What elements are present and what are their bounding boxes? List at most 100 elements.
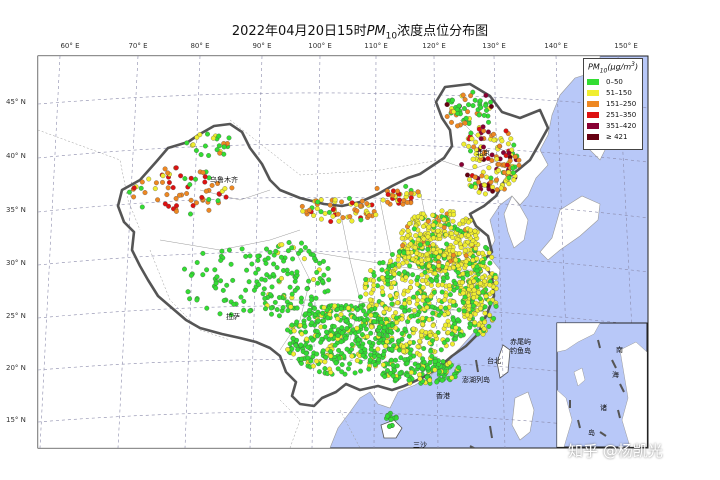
station-dot bbox=[399, 230, 405, 236]
station-dot bbox=[373, 212, 379, 218]
station-dot bbox=[386, 323, 391, 329]
station-dot bbox=[388, 417, 394, 423]
station-dot bbox=[483, 103, 489, 108]
station-dot bbox=[419, 215, 425, 221]
station-dot bbox=[405, 250, 411, 256]
station-dot bbox=[187, 296, 193, 302]
station-dot bbox=[420, 315, 425, 321]
station-dot bbox=[152, 186, 158, 192]
station-dot bbox=[415, 312, 421, 318]
station-dot bbox=[471, 295, 477, 301]
station-dot bbox=[478, 105, 484, 110]
station-dot bbox=[476, 126, 482, 132]
station-dot bbox=[333, 360, 339, 366]
station-dot bbox=[272, 299, 278, 305]
station-dot bbox=[358, 203, 363, 209]
station-dot bbox=[291, 351, 296, 357]
station-dot bbox=[322, 211, 328, 216]
station-dot bbox=[325, 288, 331, 294]
station-dot bbox=[184, 140, 190, 146]
watermark: 知乎 @杨凯光 bbox=[568, 442, 663, 460]
station-dot bbox=[325, 315, 331, 321]
station-dot bbox=[219, 248, 225, 254]
station-dot bbox=[178, 173, 184, 179]
station-dot bbox=[477, 296, 483, 302]
station-dot bbox=[324, 329, 329, 335]
inset-label-nan: 南 bbox=[616, 346, 623, 354]
station-dot bbox=[419, 257, 424, 263]
station-dot bbox=[346, 366, 351, 372]
station-dot bbox=[411, 226, 417, 232]
station-dot bbox=[487, 260, 493, 266]
station-dot bbox=[173, 208, 179, 214]
station-dot bbox=[173, 165, 179, 171]
station-dot bbox=[371, 278, 376, 284]
station-dot bbox=[397, 197, 402, 203]
station-dot bbox=[455, 263, 461, 269]
place-penghu: 澎湖列岛 bbox=[462, 376, 490, 384]
station-dot bbox=[288, 304, 294, 310]
station-dot bbox=[438, 304, 444, 310]
station-dot bbox=[285, 327, 290, 333]
station-dot bbox=[470, 156, 476, 162]
station-dot bbox=[267, 249, 273, 255]
station-dot bbox=[430, 247, 436, 253]
station-dot bbox=[432, 367, 438, 373]
station-dot bbox=[385, 192, 391, 197]
station-dot bbox=[482, 310, 488, 316]
station-dot bbox=[303, 329, 308, 335]
station-dot bbox=[425, 234, 431, 240]
station-dot bbox=[508, 136, 514, 142]
place-diaoyu: 钓鱼岛 bbox=[510, 347, 531, 355]
station-dot bbox=[425, 365, 431, 371]
station-dot bbox=[323, 334, 329, 340]
station-dot bbox=[465, 172, 470, 178]
station-dot bbox=[388, 285, 394, 290]
nine-dash-line bbox=[469, 359, 493, 448]
station-dot bbox=[428, 294, 434, 299]
station-dot bbox=[177, 192, 182, 198]
station-dot bbox=[262, 277, 268, 283]
station-dot bbox=[332, 342, 338, 348]
station-dot bbox=[380, 197, 386, 203]
station-dot bbox=[241, 298, 247, 304]
station-dot bbox=[385, 368, 390, 373]
station-dot bbox=[368, 346, 374, 352]
station-dot bbox=[491, 137, 497, 143]
station-dot bbox=[330, 207, 336, 212]
station-dot bbox=[385, 199, 391, 205]
station-dot bbox=[450, 299, 456, 305]
station-dot bbox=[188, 197, 194, 203]
legend-label: 251–350 bbox=[606, 110, 637, 119]
station-dot bbox=[506, 169, 511, 175]
station-dot bbox=[206, 153, 212, 158]
station-dot bbox=[361, 308, 367, 314]
lat-label-40: 40° N bbox=[6, 152, 26, 160]
legend: PM10(μg/m3) 0–50 51–150 151–250 251–350 … bbox=[583, 58, 643, 150]
station-dot bbox=[460, 271, 466, 277]
station-dot bbox=[506, 150, 512, 156]
station-dot bbox=[155, 197, 161, 203]
station-dot bbox=[325, 266, 331, 271]
station-dot bbox=[417, 376, 423, 382]
station-dot bbox=[427, 360, 433, 366]
station-dot bbox=[165, 170, 171, 176]
station-dot bbox=[408, 241, 414, 247]
station-dot bbox=[285, 308, 291, 314]
station-dot bbox=[443, 232, 449, 238]
station-dot bbox=[323, 354, 329, 360]
inset-label-dao: 岛 bbox=[588, 429, 595, 437]
station-dot bbox=[162, 201, 168, 207]
station-dot bbox=[281, 258, 287, 264]
station-dot bbox=[480, 289, 486, 295]
legend-title-pm: PM bbox=[588, 62, 600, 72]
legend-label: 0–50 bbox=[606, 77, 623, 86]
station-dot bbox=[455, 123, 460, 129]
legend-row: 51–150 bbox=[584, 87, 642, 98]
station-dot bbox=[335, 211, 341, 217]
station-dot bbox=[344, 346, 350, 352]
station-dot bbox=[362, 347, 368, 353]
station-dot bbox=[390, 373, 396, 379]
station-dot bbox=[471, 303, 476, 309]
station-dot bbox=[260, 291, 266, 297]
